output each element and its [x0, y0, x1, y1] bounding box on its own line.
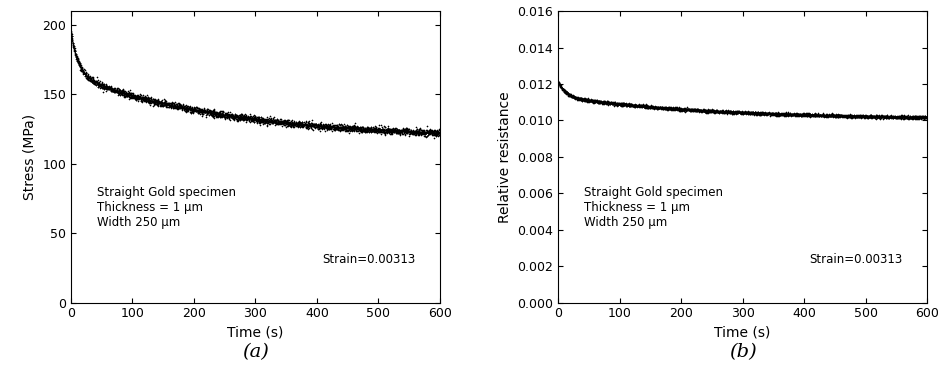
Text: Straight Gold specimen
Thickness = 1 μm
Width 250 μm: Straight Gold specimen Thickness = 1 μm … [96, 186, 236, 229]
Text: (a): (a) [242, 344, 269, 361]
X-axis label: Time (s): Time (s) [714, 326, 771, 340]
Y-axis label: Stress (MPa): Stress (MPa) [23, 114, 37, 200]
Text: (b): (b) [728, 344, 757, 361]
X-axis label: Time (s): Time (s) [227, 326, 284, 340]
Text: Straight Gold specimen
Thickness = 1 μm
Width 250 μm: Straight Gold specimen Thickness = 1 μm … [584, 186, 723, 229]
Text: Strain=0.00313: Strain=0.00313 [322, 253, 415, 266]
Text: Strain=0.00313: Strain=0.00313 [809, 253, 902, 266]
Y-axis label: Relative resistance: Relative resistance [498, 91, 512, 223]
